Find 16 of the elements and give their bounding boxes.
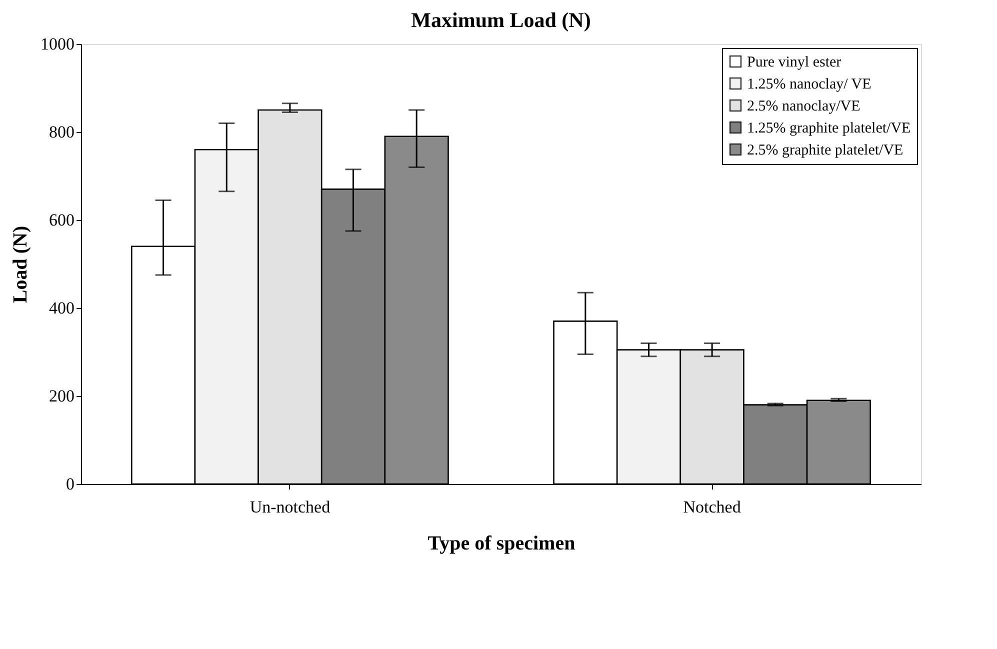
y-tick-label: 200 [49,386,74,406]
x-tick-label: Notched [683,498,742,516]
chart-title: Maximum Load (N) [411,8,591,32]
legend-label: 1.25% graphite platelet/VE [747,120,911,136]
y-tick-label: 600 [49,210,74,230]
legend-label: 2.5% graphite platelet/VE [747,142,904,158]
legend-label: 1.25% nanoclay/ VE [747,76,872,92]
y-axis-title: Load (N) [10,226,32,304]
legend-label: 2.5% nanoclay/VE [747,98,860,114]
y-tick-label: 400 [49,298,74,318]
y-tick-label: 1000 [40,34,74,54]
legend-label: Pure vinyl ester [747,54,842,70]
x-tick-label: Un-notched [250,498,331,516]
x-axis-title: Type of specimen [428,532,576,554]
y-tick-label: 0 [66,474,74,494]
y-tick-label: 800 [49,122,74,142]
